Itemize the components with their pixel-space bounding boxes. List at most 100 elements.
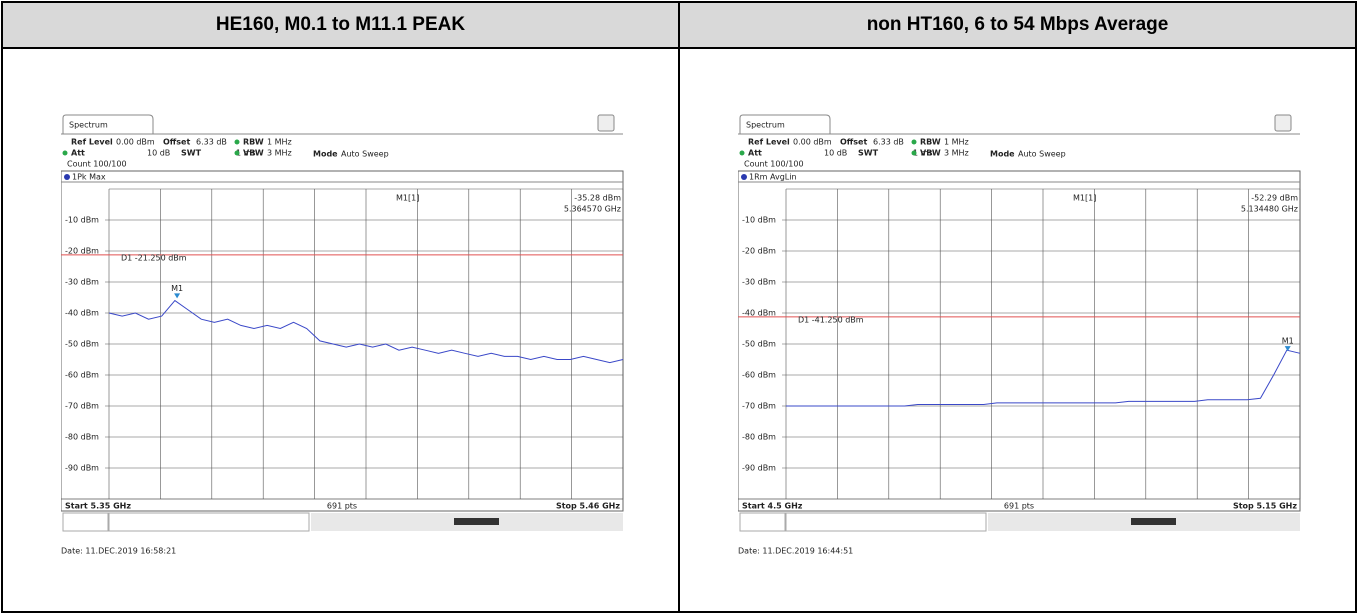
setting: 1Pk Max bbox=[72, 173, 106, 182]
header-cell: HE160, M0.1 to M11.1 PEAK bbox=[1, 1, 680, 49]
start-label: Start 4.5 GHz bbox=[742, 502, 803, 511]
setting: Mode bbox=[990, 150, 1015, 159]
icon bbox=[1274, 114, 1292, 132]
y-tick-label: -10 dBm bbox=[742, 216, 776, 225]
setting: Offset bbox=[840, 138, 867, 147]
setting: Ref Level bbox=[71, 138, 113, 147]
trace bbox=[786, 349, 1301, 407]
y-tick-label: -60 dBm bbox=[65, 371, 99, 380]
dot bbox=[739, 150, 745, 156]
icon bbox=[597, 114, 615, 132]
y-tick-label: -70 dBm bbox=[742, 402, 776, 411]
status-box bbox=[62, 512, 109, 532]
marker-value: -35.28 dBm bbox=[574, 194, 621, 203]
tab bbox=[62, 114, 154, 134]
y-tick-label: -10 dBm bbox=[65, 216, 99, 225]
start-label: Start 5.35 GHz bbox=[65, 502, 131, 511]
setting: 0.00 dBm bbox=[116, 138, 155, 147]
y-tick-label: -90 dBm bbox=[65, 464, 99, 473]
points-label: 691 pts bbox=[1004, 502, 1034, 511]
setting: 0.00 dBm bbox=[793, 138, 832, 147]
status-icon bbox=[1131, 518, 1176, 525]
setting: SWT bbox=[858, 149, 879, 158]
marker-freq: 5.134480 GHz bbox=[1241, 205, 1298, 214]
trace-dot bbox=[741, 174, 747, 180]
setting: Count 100/100 bbox=[744, 160, 804, 169]
setting: 1Rm AvgLin bbox=[749, 173, 797, 182]
marker-name: M1 bbox=[1282, 337, 1294, 346]
setting: 3 MHz bbox=[267, 149, 292, 158]
y-tick-label: -20 dBm bbox=[65, 247, 99, 256]
spectrum-panel: Spectrum Ref Level 0.00 dBm Offset 6.33 dB RB… bbox=[61, 114, 624, 556]
points-label: 691 pts bbox=[327, 502, 357, 511]
y-tick-label: -20 dBm bbox=[742, 247, 776, 256]
dot bbox=[234, 139, 240, 145]
setting: RBW bbox=[920, 138, 941, 147]
marker-label: M1[1] bbox=[1073, 194, 1096, 203]
y-tick-label: -80 dBm bbox=[742, 433, 776, 442]
marker-freq: 5.364570 GHz bbox=[564, 205, 621, 214]
setting: SWT bbox=[181, 149, 202, 158]
setting: Att bbox=[748, 149, 762, 158]
marker bbox=[174, 293, 181, 299]
stop-label: Stop 5.46 GHz bbox=[556, 502, 620, 511]
dot bbox=[911, 150, 917, 156]
status-box bbox=[108, 512, 310, 532]
setting: Ref Level bbox=[748, 138, 790, 147]
setting: VBW bbox=[243, 149, 264, 158]
setting: 6.33 dB bbox=[196, 138, 227, 147]
y-tick-label: -70 dBm bbox=[65, 402, 99, 411]
date-label: Date: 11.DEC.2019 16:44:51 bbox=[738, 547, 853, 556]
setting: 1 MHz bbox=[267, 138, 292, 147]
setting: RBW bbox=[243, 138, 264, 147]
setting: 1 MHz bbox=[944, 138, 969, 147]
marker bbox=[1284, 346, 1291, 352]
tab-label: Spectrum bbox=[746, 121, 785, 130]
header-cell: non HT160, 6 to 54 Mbps Average bbox=[678, 1, 1357, 49]
y-tick-label: -50 dBm bbox=[65, 340, 99, 349]
dot bbox=[911, 139, 917, 145]
cell: Spectrum Ref Level 0.00 dBm Offset 6.33 dB RB… bbox=[678, 47, 1357, 613]
y-tick-label: -80 dBm bbox=[65, 433, 99, 442]
limit-label: D1 -41.250 dBm bbox=[798, 315, 864, 324]
trace bbox=[108, 299, 624, 364]
tab-label: Spectrum bbox=[69, 121, 108, 130]
y-tick-label: -90 dBm bbox=[742, 464, 776, 473]
setting: Count 100/100 bbox=[67, 160, 127, 169]
status-icon bbox=[454, 518, 499, 525]
plot-frame bbox=[61, 170, 624, 512]
marker-label: M1[1] bbox=[396, 194, 419, 203]
dot bbox=[62, 150, 68, 156]
setting: 10 dB bbox=[824, 149, 847, 158]
y-tick-label: -60 dBm bbox=[742, 371, 776, 380]
status-box bbox=[785, 512, 987, 532]
marker-value: -52.29 dBm bbox=[1251, 194, 1298, 203]
cell: Spectrum Ref Level 0.00 dBm Offset 6.33 dB RB… bbox=[1, 47, 680, 613]
setting: 1 ms bbox=[913, 149, 933, 158]
setting: Auto Sweep bbox=[1018, 150, 1066, 159]
setting: 1 ms bbox=[236, 149, 256, 158]
stop-label: Stop 5.15 GHz bbox=[1233, 502, 1297, 511]
setting: 3 MHz bbox=[944, 149, 969, 158]
setting: Offset bbox=[163, 138, 190, 147]
setting: Auto Sweep bbox=[341, 150, 389, 159]
limit-label: D1 -21.250 dBm bbox=[121, 253, 187, 262]
y-tick-label: -30 dBm bbox=[65, 278, 99, 287]
setting: 10 dB bbox=[147, 149, 170, 158]
setting: 6.33 dB bbox=[873, 138, 904, 147]
y-tick-label: -40 dBm bbox=[742, 309, 776, 318]
date-label: Date: 11.DEC.2019 16:58:21 bbox=[61, 547, 176, 556]
setting: Att bbox=[71, 149, 85, 158]
dot bbox=[234, 150, 240, 156]
trace-dot bbox=[64, 174, 70, 180]
y-tick-label: -40 dBm bbox=[65, 309, 99, 318]
plot-frame bbox=[738, 170, 1301, 512]
status-box bbox=[739, 512, 786, 532]
spectrum-panel: Spectrum Ref Level 0.00 dBm Offset 6.33 dB RB… bbox=[738, 114, 1301, 556]
y-tick-label: -50 dBm bbox=[742, 340, 776, 349]
marker-name: M1 bbox=[171, 284, 183, 293]
y-tick-label: -30 dBm bbox=[742, 278, 776, 287]
tab bbox=[739, 114, 831, 134]
setting: Mode bbox=[313, 150, 338, 159]
